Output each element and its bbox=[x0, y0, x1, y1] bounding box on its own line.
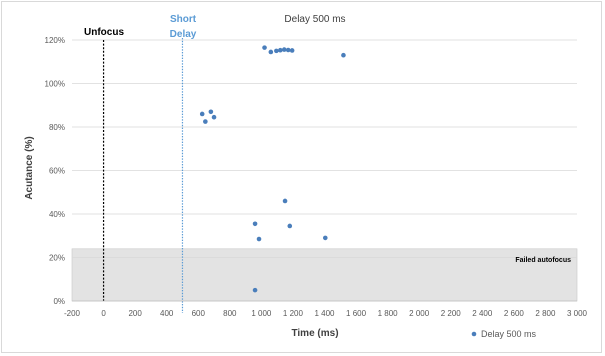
x-tick-label: 2 800 bbox=[535, 309, 556, 318]
y-tick-label: 80% bbox=[49, 123, 65, 132]
legend-label: Delay 500 ms bbox=[481, 329, 537, 339]
data-point bbox=[285, 47, 291, 53]
x-tick-label: 800 bbox=[223, 309, 237, 318]
x-tick-label: -200 bbox=[64, 309, 81, 318]
y-tick-label: 60% bbox=[49, 167, 65, 176]
x-tick-label: 3 000 bbox=[567, 309, 588, 318]
x-tick-label: 200 bbox=[128, 309, 142, 318]
data-point bbox=[208, 109, 214, 115]
data-point bbox=[256, 236, 262, 242]
grid-layer bbox=[72, 39, 577, 258]
x-tick-label: 2 600 bbox=[504, 309, 525, 318]
data-point bbox=[203, 119, 208, 124]
data-point bbox=[278, 47, 283, 53]
y-axis-title: Acutance (%) bbox=[24, 136, 35, 199]
chart-title: Delay 500 ms bbox=[284, 14, 345, 25]
x-tick-label: 2 400 bbox=[472, 309, 493, 318]
y-tick-label: 20% bbox=[49, 254, 65, 263]
x-tick-label: 0 bbox=[101, 309, 106, 318]
legend-marker bbox=[471, 331, 477, 337]
x-tick-label: 1 400 bbox=[314, 309, 335, 318]
x-tick-label: 2 200 bbox=[441, 309, 462, 318]
unfocus-label: Unfocus bbox=[84, 27, 124, 38]
x-tick-label: 1 800 bbox=[378, 309, 399, 318]
data-point bbox=[287, 223, 293, 229]
x-tick-label: 400 bbox=[160, 309, 174, 318]
legend: Delay 500 ms bbox=[471, 329, 537, 339]
x-tick-label: 1 200 bbox=[283, 309, 304, 318]
x-tick-label: 1 000 bbox=[251, 309, 272, 318]
failed-autofocus-label: Failed autofocus bbox=[515, 257, 571, 264]
data-point bbox=[262, 45, 267, 50]
data-point bbox=[268, 49, 274, 55]
data-point bbox=[199, 111, 205, 117]
y-tick-label: 0% bbox=[53, 297, 65, 306]
data-point bbox=[341, 52, 346, 58]
points-layer bbox=[199, 45, 346, 293]
failed-autofocus-band-layer bbox=[71, 248, 578, 302]
reference-lines-layer bbox=[102, 38, 184, 313]
y-tick-label: 40% bbox=[49, 210, 65, 219]
x-tick-label: 1 600 bbox=[346, 309, 367, 318]
short-delay-label-line1: Short bbox=[170, 14, 197, 25]
data-point bbox=[289, 48, 295, 53]
x-tick-label: 600 bbox=[192, 309, 206, 318]
data-point bbox=[211, 114, 217, 120]
labels-layer: 0% 20% 40% 60% 80% 100% 120% -200 0 200 400 600 800 1… bbox=[45, 36, 588, 318]
data-point bbox=[282, 198, 288, 204]
y-tick-label: 120% bbox=[45, 36, 65, 45]
short-delay-label-line2: Delay bbox=[170, 29, 197, 40]
failed-autofocus-band bbox=[71, 248, 578, 302]
data-point bbox=[274, 48, 279, 54]
data-point bbox=[252, 221, 258, 227]
x-tick-label: 2 000 bbox=[409, 309, 430, 318]
data-point bbox=[281, 47, 287, 52]
data-point bbox=[252, 287, 258, 293]
y-tick-label: 100% bbox=[45, 80, 65, 89]
data-point bbox=[322, 235, 328, 241]
x-axis-title: Time (ms) bbox=[291, 328, 338, 339]
